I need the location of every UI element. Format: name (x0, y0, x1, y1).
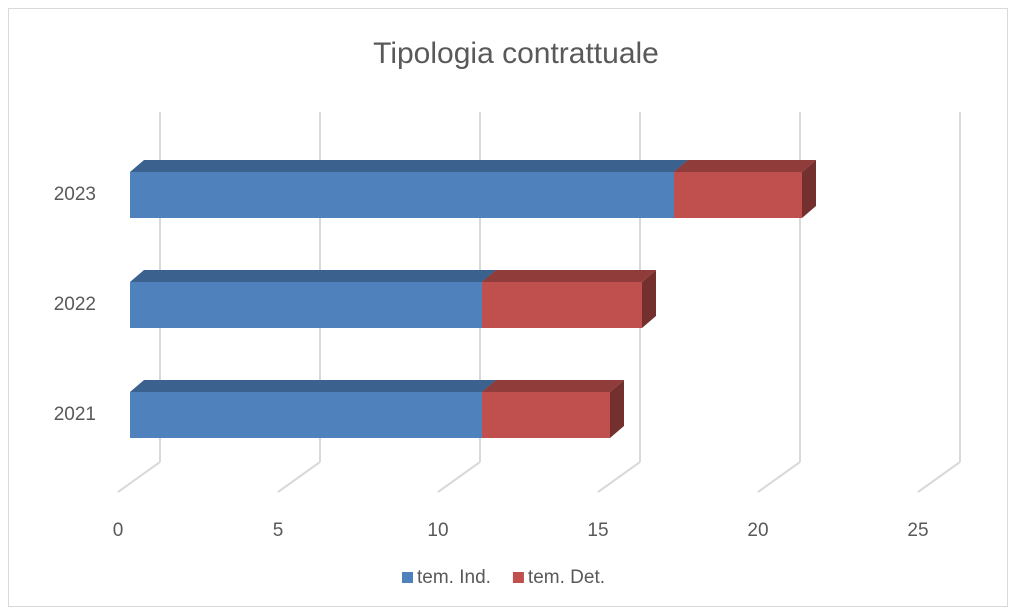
bar-top (130, 160, 688, 172)
x-tick-label: 20 (747, 520, 768, 541)
legend-swatch (512, 572, 524, 583)
y-tick-label: 2022 (54, 294, 96, 315)
bar (130, 392, 482, 438)
y-tick-label: 2023 (54, 184, 96, 205)
bar-top (130, 270, 496, 282)
bar (130, 282, 482, 328)
legend-swatch (402, 572, 413, 583)
bar (482, 282, 642, 328)
floor-line (277, 461, 321, 493)
bar-top (130, 380, 496, 392)
floor-line (597, 461, 641, 493)
floor-line (757, 461, 801, 493)
bar (674, 172, 802, 218)
x-tick-label: 25 (907, 520, 928, 541)
bar-top (482, 270, 656, 282)
bar-top (482, 380, 624, 392)
x-tick-label: 0 (113, 520, 124, 541)
floor-line (437, 461, 481, 493)
bar (482, 392, 610, 438)
bar-side (610, 380, 624, 438)
bar-side (802, 160, 816, 218)
floor-line (917, 461, 961, 493)
legend-label: tem. Ind. (417, 567, 491, 588)
chart-title: Tipologia contrattuale (373, 37, 659, 70)
bar-side (642, 270, 656, 328)
floor-line (117, 461, 161, 493)
legend-label: tem. Det. (528, 567, 605, 588)
bar (130, 172, 674, 218)
x-tick-label: 5 (273, 520, 284, 541)
x-tick-label: 15 (587, 520, 608, 541)
bar-top (674, 160, 816, 172)
y-tick-label: 2021 (54, 404, 96, 425)
x-tick-label: 10 (427, 520, 448, 541)
